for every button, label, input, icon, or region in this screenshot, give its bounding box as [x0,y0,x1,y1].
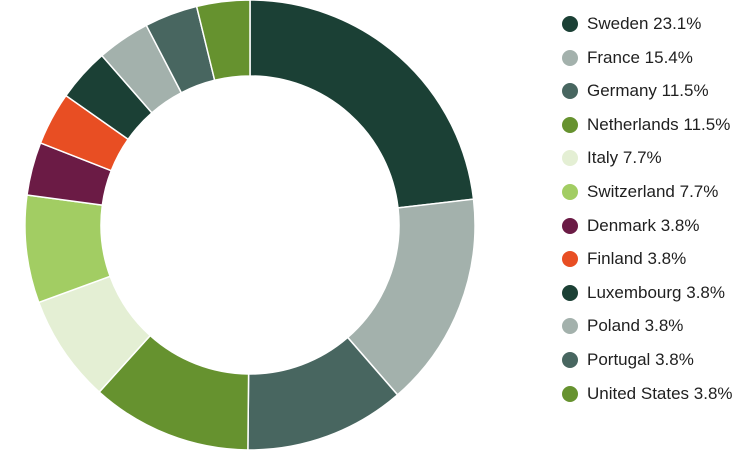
legend-percent: 7.7% [679,181,719,201]
legend-item[interactable]: Switzerland 7.7% [560,180,748,204]
legend-swatch [562,116,578,133]
legend-label: Poland [587,316,640,336]
legend-percent: 7.7% [622,148,662,168]
legend-swatch [562,16,578,32]
legend-swatch [562,251,578,268]
legend: Sweden 23.1% France 15.4% Germany 11.5% Net… [560,12,748,415]
legend-item[interactable]: Germany 11.5% [560,79,748,103]
legend-item[interactable]: Luxembourg 3.8% [560,281,748,305]
donut-chart [24,0,476,450]
legend-label: Denmark [587,215,656,235]
legend-label: Germany [587,81,657,101]
legend-percent: 3.8% [655,349,694,369]
slice-united-states[interactable] [195,0,251,82]
legend-label: United States [587,383,690,403]
legend-percent: 11.5% [661,81,709,101]
legend-label: Luxembourg [587,282,682,302]
legend-label: France [587,47,640,67]
legend-percent: 3.8% [647,249,687,269]
legend-swatch [562,183,578,200]
legend-swatch [562,318,578,335]
legend-item[interactable]: Italy 7.7% [560,146,748,170]
legend-percent: 23.1% [653,14,702,33]
legend-percent: 3.8% [686,282,725,302]
legend-swatch [562,150,578,167]
legend-swatch [562,49,578,66]
legend-percent: 15.4% [644,47,693,67]
legend-item[interactable]: Portugal 3.8% [560,348,748,372]
legend-item[interactable]: France 15.4% [560,46,748,70]
legend-swatch [562,385,578,402]
slice-sweden[interactable] [249,0,475,209]
legend-item[interactable]: Netherlands 11.5% [560,113,748,137]
legend-percent: 11.5% [683,114,731,134]
legend-percent: 3.8% [693,383,733,403]
legend-label: Finland [587,249,643,269]
legend-item[interactable]: Denmark 3.8% [560,214,748,238]
legend-label: Italy [587,148,619,168]
legend-swatch [562,351,578,368]
legend-label: Sweden [587,14,649,33]
legend-item[interactable]: United States 3.8% [560,382,748,406]
legend-swatch [562,83,578,100]
legend-swatch [562,284,578,301]
legend-label: Switzerland [587,181,675,201]
legend-label: Portugal [587,349,651,369]
legend-item[interactable]: Sweden 23.1% [560,12,748,36]
legend-swatch [562,217,578,234]
legend-item[interactable]: Poland 3.8% [560,314,748,338]
legend-item[interactable]: Finland 3.8% [560,247,748,271]
legend-percent: 3.8% [660,215,700,235]
legend-percent: 3.8% [644,316,684,336]
legend-label: Netherlands [587,114,679,134]
